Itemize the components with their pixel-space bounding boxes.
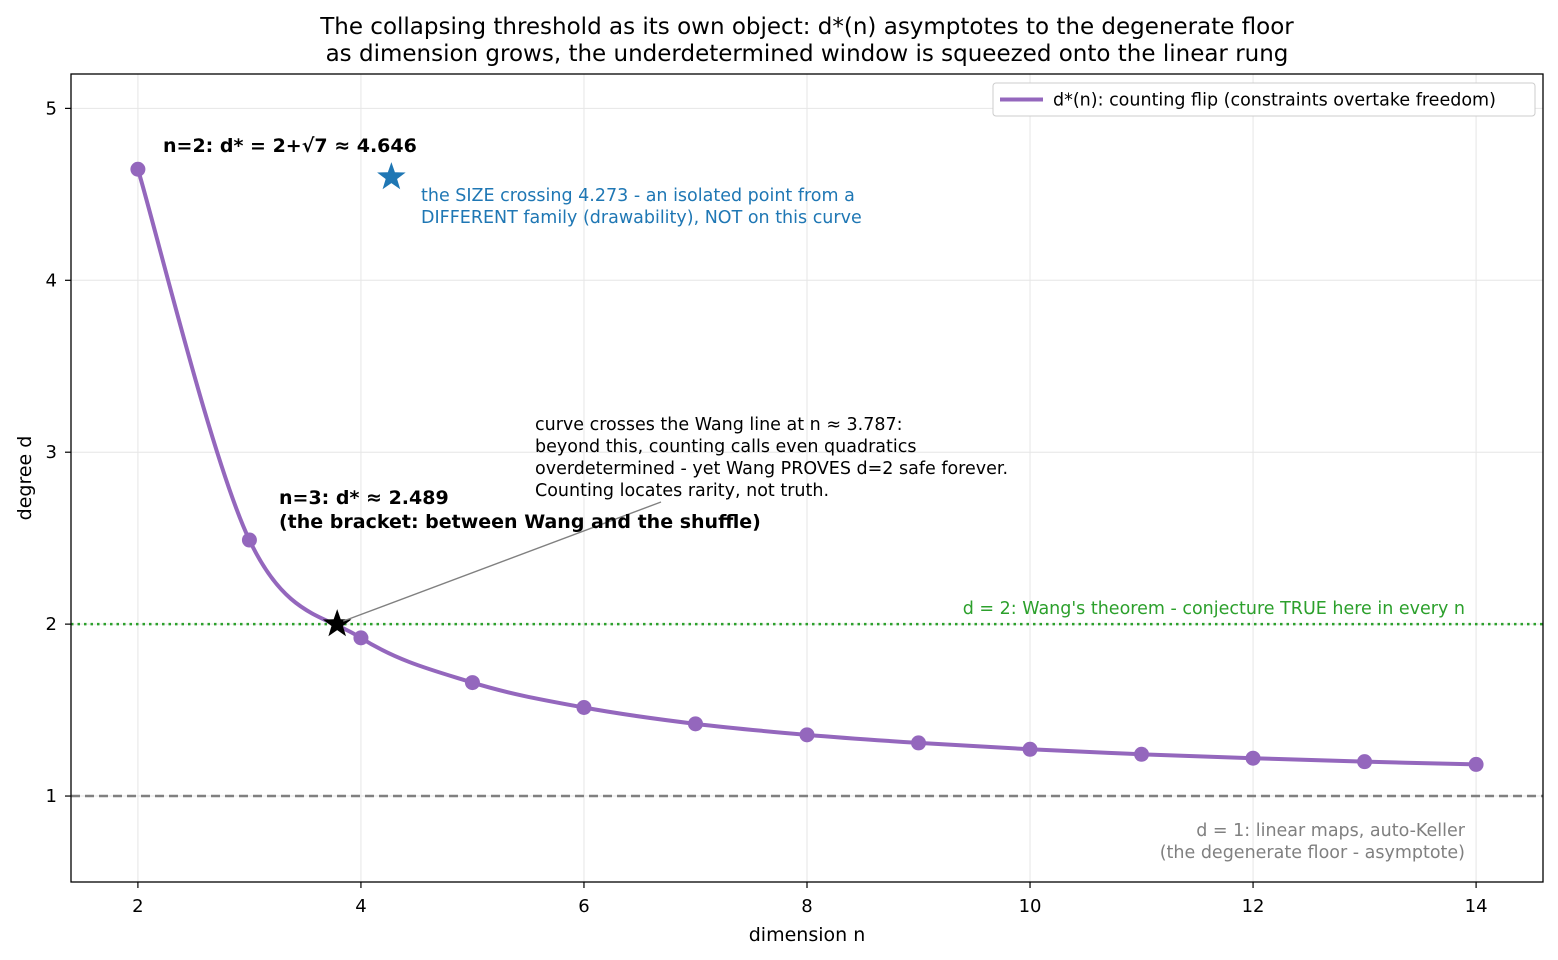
chart-title-line-1: The collapsing threshold as its own obje… [319,14,1294,40]
data-point [1468,756,1484,772]
y-tick-label: 2 [46,614,57,635]
y-tick-label: 1 [46,786,57,807]
x-tick-label: 4 [355,896,366,917]
data-point [799,727,815,743]
data-point [353,630,369,646]
size-crossing-star-marker [377,162,406,190]
series-line [135,167,1479,767]
data-point [130,161,146,177]
chart-title-line-2: as dimension grows, the underdetermined … [326,41,1289,67]
x-tick-label: 14 [1465,896,1488,917]
series-layer [130,161,1484,772]
x-tick-label: 10 [1019,896,1042,917]
floor-line-label-line-2: (the degenerate floor - asymptote) [1160,843,1465,863]
reference-lines [71,622,1543,798]
data-point [1357,754,1373,770]
wang-crossing-star-marker [322,609,352,637]
wang-crossing-annotation-line-1: curve crosses the Wang line at n ≈ 3.787… [535,415,903,435]
x-tick-label: 2 [132,896,143,917]
x-axis-label: dimension n [749,924,866,946]
data-point [687,716,703,732]
wang-crossing-annotation-line-2: beyond this, counting calls even quadrat… [535,437,916,457]
size-crossing-annotation-line-1: the SIZE crossing 4.273 - an isolated po… [421,186,855,206]
markers-layer [322,162,406,637]
size-crossing-annotation-line-2: DIFFERENT family (drawability), NOT on t… [421,208,862,228]
legend: d*(n): counting flip (constraints overta… [992,82,1536,117]
wang-crossing-annotation-line-4: Counting locates rarity, not truth. [535,481,829,501]
annotations-layer: d = 2: Wang's theorem - conjecture TRUE … [163,135,1466,863]
n2-annotation: n=2: d* = 2+√7 ≈ 4.646 [163,135,417,157]
wang-crossing-annotation-line-3: overdetermined - yet Wang PROVES d=2 saf… [535,459,1008,479]
floor-line-label-line-1: d = 1: linear maps, auto-Keller [1196,821,1466,841]
data-point [911,735,927,751]
data-point [241,532,257,548]
n3-annotation-line-1: n=3: d* ≈ 2.489 [279,487,449,509]
data-point [576,700,592,716]
wang-line-label: d = 2: Wang's theorem - conjecture TRUE … [963,599,1465,619]
legend-entry-label: d*(n): counting flip (constraints overta… [1053,91,1496,111]
data-point [1245,750,1261,766]
data-point [1022,741,1038,757]
x-tick-label: 12 [1242,896,1265,917]
y-tick-label: 3 [46,442,57,463]
n3-annotation-line-2: (the bracket: between Wang and the shuff… [279,511,761,533]
data-point [1134,746,1150,762]
legend-box [992,82,1536,117]
y-tick-label: 4 [46,270,57,291]
y-tick-label: 5 [46,98,57,119]
y-axis-label: degree d [14,436,36,521]
data-point [464,675,480,691]
annotation-connector-line [342,501,662,622]
x-tick-label: 8 [801,896,812,917]
x-tick-label: 6 [578,896,589,917]
